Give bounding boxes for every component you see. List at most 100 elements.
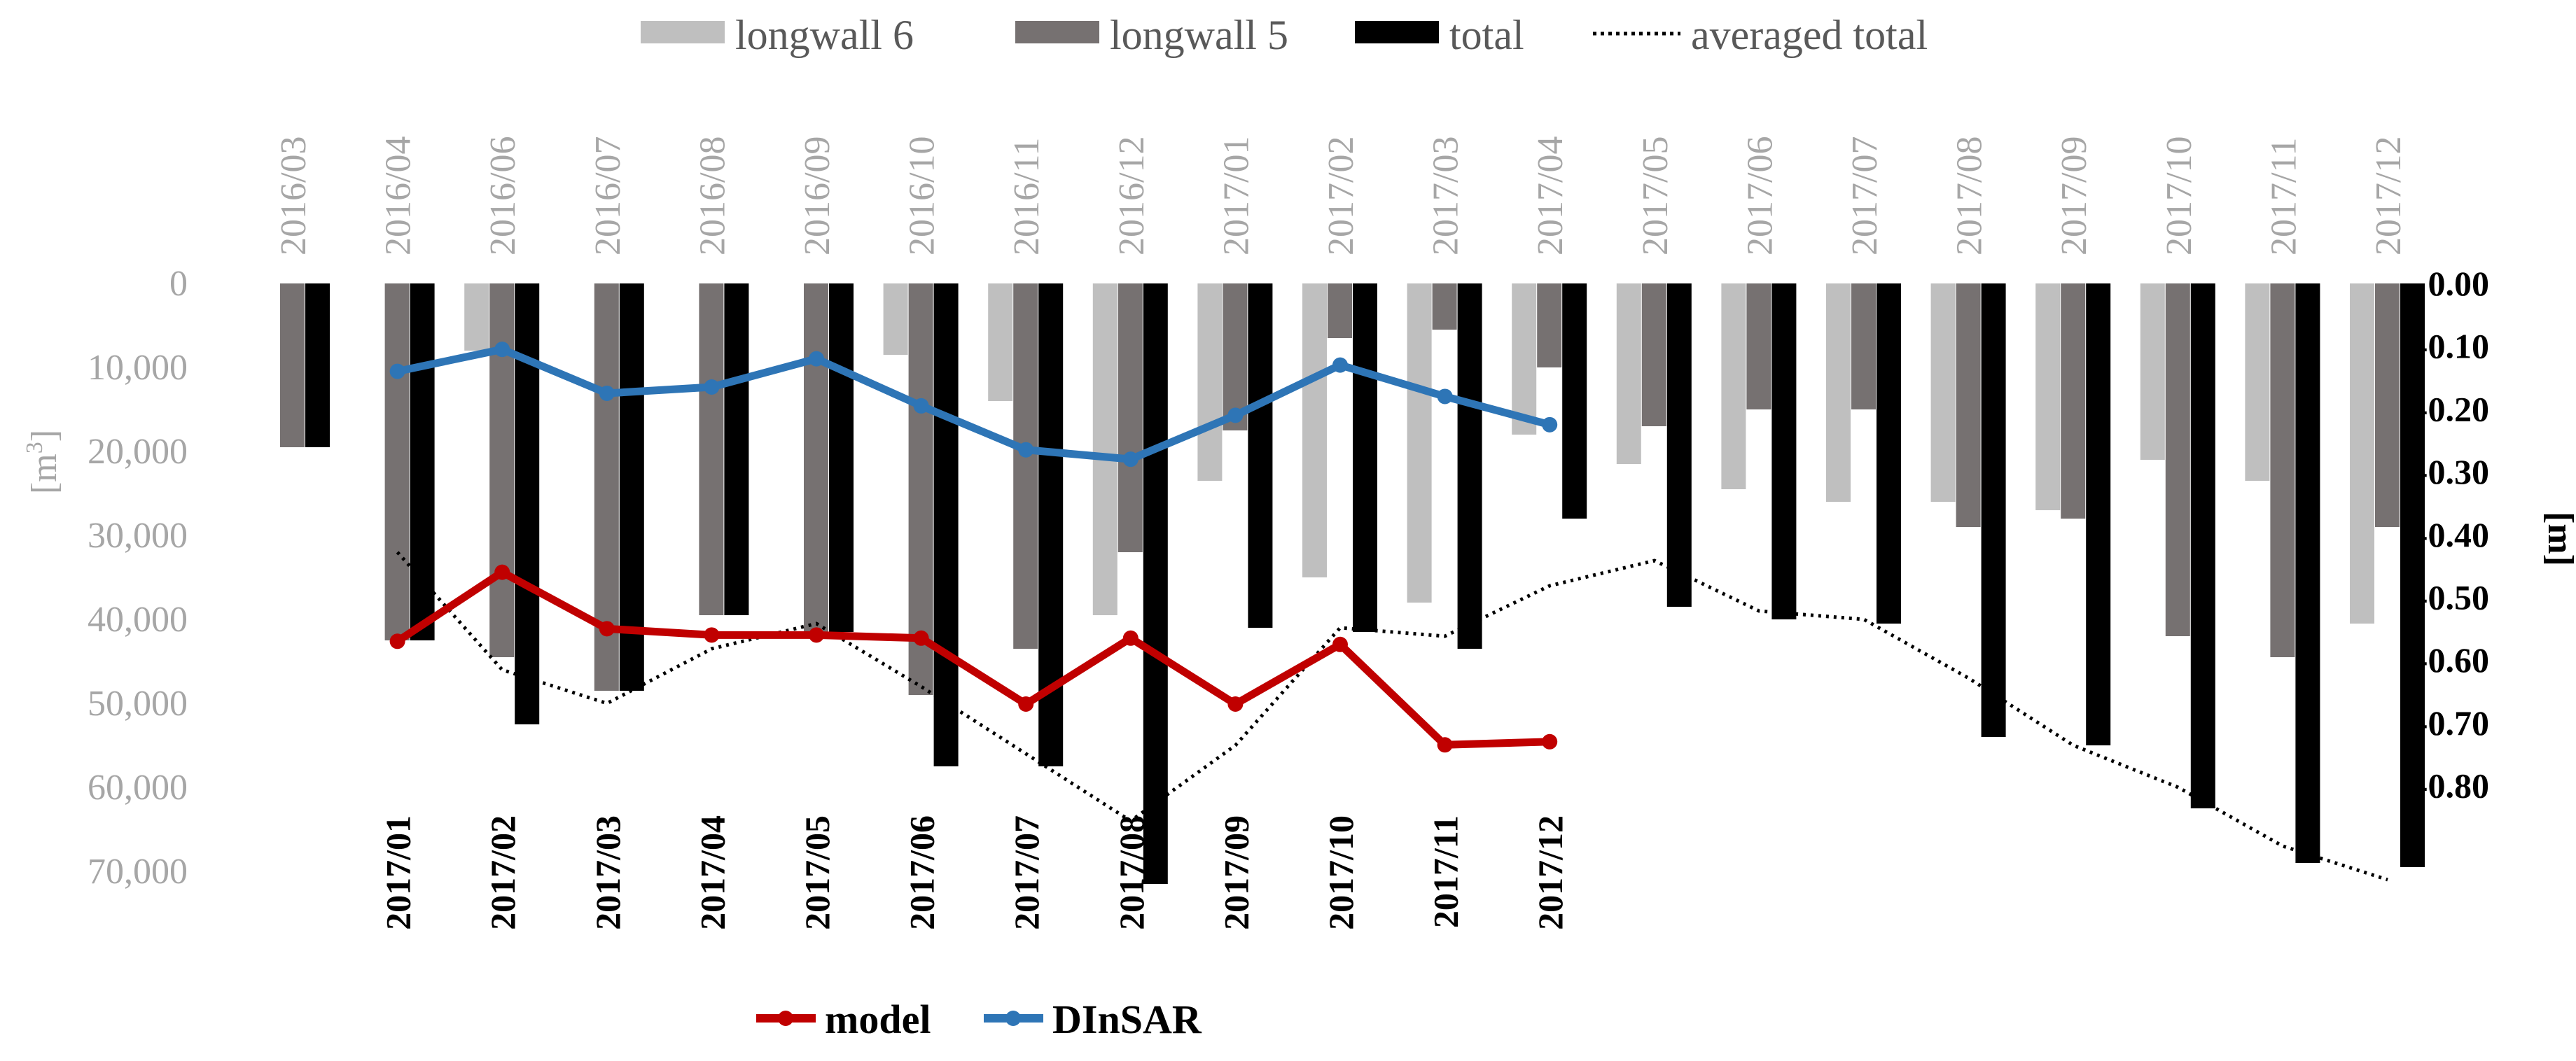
bar-longwall-6-2016-10 [883, 283, 908, 355]
legend-swatch-longwall-5 [1015, 21, 1099, 43]
right-tick-5: -0.50 [2416, 578, 2489, 617]
model-point-2017-03 [599, 621, 615, 637]
bar-total-2017-05 [1666, 283, 1692, 607]
bottom-axis-ticks: 2017/01 2017/02 2017/03 2017/04 2017/05 2017/… [379, 815, 1571, 930]
dinsar-point-2017-12 [1542, 416, 1558, 433]
bottom-tick-2017-11: 2017/11 [1426, 815, 1465, 928]
bar-longwall-5-2017-05 [1641, 283, 1666, 426]
bar-total-2017-10 [2190, 283, 2215, 808]
top-tick-2017-05: 2017/05 [1636, 136, 1676, 255]
dinsar-line [396, 345, 1551, 463]
bar-longwall-6-2016-06 [464, 283, 489, 351]
bar-longwall-6-2017-03 [1407, 283, 1432, 603]
top-tick-2016-12: 2016/12 [1112, 136, 1152, 255]
bar-longwall-5-2016-09 [804, 283, 828, 632]
bar-longwall-5-2017-02 [1328, 283, 1352, 338]
model-point-2017-01 [389, 633, 405, 649]
bar-total-2016-08 [724, 283, 749, 615]
top-axis-ticks: 2016/03 2016/04 2016/06 2016/07 2016/08 2016/… [274, 136, 2409, 255]
right-tick-2: -0.20 [2416, 389, 2489, 428]
bottom-tick-2017-01: 2017/01 [379, 815, 418, 930]
right-tick-8: -0.80 [2416, 766, 2489, 806]
top-tick-2016-11: 2016/11 [1007, 137, 1047, 255]
bar-series [280, 283, 2425, 884]
bar-total-2017-11 [2295, 283, 2320, 863]
model-point-2017-02 [494, 564, 510, 580]
bar-longwall-5-2017-12 [2375, 283, 2400, 527]
model-point-2017-11 [1437, 737, 1453, 753]
bar-total-2016-04 [410, 283, 435, 640]
bar-longwall-5-2017-11 [2270, 283, 2295, 657]
legend-bottom: model DInSAR [756, 997, 1202, 1042]
bar-total-2016-12 [1143, 283, 1168, 884]
model-point-2017-07 [1018, 696, 1034, 712]
dinsar-point-2017-08 [1122, 451, 1139, 468]
left-tick-4: 40,000 [88, 600, 188, 640]
bar-longwall-5-2017-03 [1432, 283, 1457, 330]
top-tick-2017-12: 2017/12 [2369, 136, 2409, 255]
top-tick-2017-06: 2017/06 [1740, 136, 1780, 255]
bottom-tick-2017-10: 2017/10 [1321, 815, 1360, 930]
legend-swatch-longwall-6 [641, 21, 725, 43]
bar-total-2016-09 [829, 283, 854, 632]
top-tick-2017-04: 2017/04 [1531, 136, 1571, 255]
bar-total-2017-08 [1981, 283, 2006, 737]
dinsar-point-2017-11 [1437, 388, 1453, 405]
model-point-2017-06 [913, 630, 929, 646]
top-tick-2017-07: 2017/07 [1845, 136, 1885, 255]
bar-longwall-6-2017-06 [1721, 283, 1746, 489]
top-tick-2017-09: 2017/09 [2054, 136, 2094, 255]
bottom-tick-2017-09: 2017/09 [1216, 815, 1255, 930]
bar-longwall-6-2017-10 [2140, 283, 2165, 460]
top-tick-2017-01: 2017/01 [1216, 136, 1256, 255]
model-line [395, 568, 1550, 749]
bar-longwall-5-2017-01 [1223, 283, 1248, 430]
bar-total-2017-09 [2086, 283, 2111, 745]
bar-total-2017-07 [1877, 283, 1901, 624]
bar-longwall-6-2017-01 [1197, 283, 1223, 481]
legend-label-longwall-6: longwall 6 [735, 12, 914, 58]
bar-longwall-5-2016-04 [384, 283, 410, 640]
dinsar-point-2017-01 [389, 363, 405, 379]
dinsar-point-2017-04 [704, 379, 720, 395]
model-point-2017-12 [1542, 733, 1558, 750]
top-tick-2016-06: 2016/06 [483, 136, 523, 255]
bar-longwall-5-2016-11 [1013, 283, 1038, 649]
right-tick-3: -0.30 [2416, 452, 2489, 491]
top-tick-2016-04: 2016/04 [379, 136, 419, 255]
model-point-2017-10 [1332, 636, 1348, 652]
top-tick-2017-11: 2017/11 [2264, 137, 2304, 255]
top-tick-2016-08: 2016/08 [692, 136, 732, 255]
bottom-tick-2017-07: 2017/07 [1007, 815, 1046, 930]
bar-total-2017-06 [1771, 283, 1797, 619]
legend-label-total: total [1449, 12, 1524, 58]
bottom-tick-2017-05: 2017/05 [798, 815, 837, 930]
averaged-total-path [396, 551, 2388, 882]
bottom-tick-2017-08: 2017/08 [1112, 815, 1151, 930]
dinsar-point-2017-10 [1332, 357, 1348, 373]
bar-total-2017-04 [1562, 283, 1587, 519]
bar-longwall-5-2016-08 [699, 283, 724, 615]
right-tick-0: 0.00 [2428, 264, 2490, 303]
bottom-tick-2017-12: 2017/12 [1531, 815, 1570, 930]
model-point-2017-05 [809, 627, 824, 643]
top-tick-2017-02: 2017/02 [1321, 136, 1361, 255]
left-axis-title: [m3] [22, 430, 64, 494]
left-tick-1: 10,000 [88, 348, 188, 388]
bar-longwall-6-2017-04 [1512, 283, 1537, 435]
left-tick-0: 0 [169, 264, 188, 304]
legend-label-dinsar: DInSAR [1052, 997, 1202, 1042]
bar-longwall-5-2017-08 [1956, 283, 1981, 527]
bar-longwall-6-2016-11 [988, 283, 1013, 401]
bar-longwall-6-2017-02 [1302, 283, 1327, 577]
line-series [389, 342, 1558, 753]
model-point-2017-04 [704, 627, 720, 643]
bar-total-2016-03 [305, 283, 330, 447]
dinsar-point-2017-05 [809, 351, 824, 367]
top-tick-2017-08: 2017/08 [1950, 136, 1990, 255]
bar-total-2016-10 [933, 283, 959, 766]
bar-longwall-5-2017-10 [2165, 283, 2190, 636]
dinsar-point-2017-09 [1227, 407, 1244, 423]
bottom-tick-2017-04: 2017/04 [692, 815, 732, 930]
left-tick-6: 60,000 [88, 768, 188, 808]
